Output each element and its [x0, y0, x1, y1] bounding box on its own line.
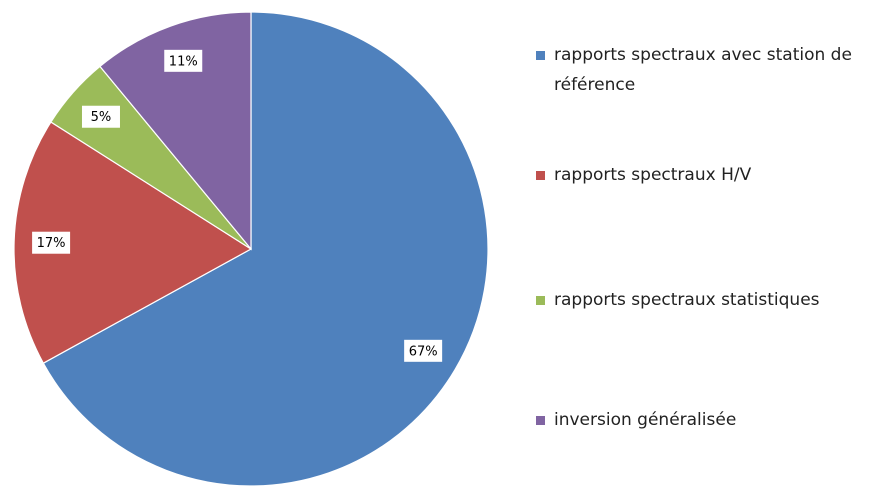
data-label-box [32, 231, 71, 254]
data-label-text: 67% [409, 344, 438, 359]
legend: rapports spectraux avec station de référ… [536, 0, 866, 486]
legend-swatch [536, 416, 545, 425]
data-label-box [404, 339, 443, 362]
data-label-text: 17% [37, 236, 66, 251]
legend-item: rapports spectraux H/V [536, 160, 866, 190]
legend-label: rapports spectraux statistiques [554, 290, 820, 310]
legend-item: rapports spectraux avec station de référ… [536, 40, 866, 100]
legend-item: rapports spectraux statistiques [536, 285, 866, 315]
legend-label: rapports spectraux avec station de référ… [554, 45, 852, 95]
legend-item: inversion généralisée [536, 405, 866, 435]
data-label: 11% [164, 49, 203, 72]
data-label: 5% [81, 105, 120, 128]
pie-slice [42, 11, 489, 486]
legend-label: rapports spectraux H/V [554, 165, 752, 185]
legend-swatch [536, 51, 545, 60]
data-label-text: 11% [169, 54, 198, 69]
data-label-text: 5% [91, 110, 112, 125]
data-label: 67% [404, 339, 443, 362]
pie-slice [13, 121, 253, 364]
data-label-box [81, 105, 120, 128]
pie-slice [99, 11, 252, 251]
data-label: 17% [32, 231, 71, 254]
legend-swatch [536, 296, 545, 305]
legend-swatch [536, 171, 545, 180]
data-label-box [164, 49, 203, 72]
legend-label: inversion généralisée [554, 410, 737, 430]
